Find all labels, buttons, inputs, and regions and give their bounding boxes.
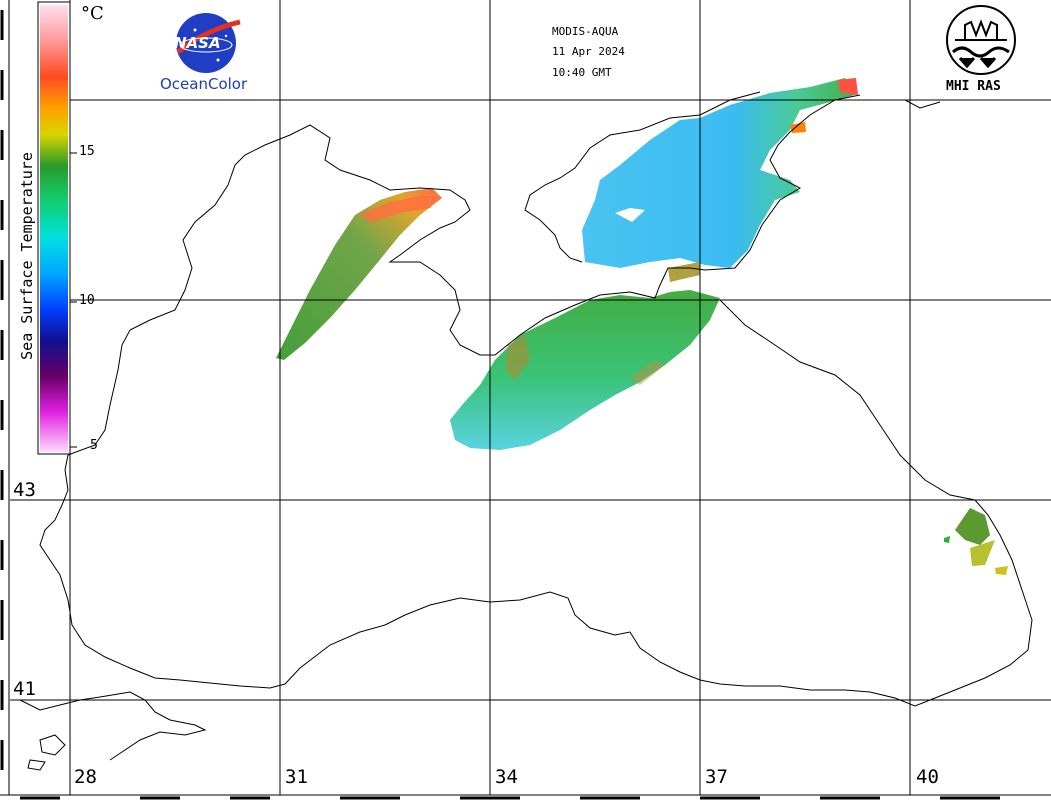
lon-label-28: 28 bbox=[74, 766, 97, 788]
nasa-wordmark: NASA bbox=[174, 34, 221, 52]
sst-patch-northwest bbox=[276, 188, 442, 360]
lon-label-40: 40 bbox=[916, 766, 939, 788]
sst-patch-east bbox=[955, 508, 990, 545]
sst-patch-azov bbox=[582, 78, 858, 268]
mhi-caption: MHI RAS bbox=[946, 79, 1001, 94]
date-label: 11 Apr 2024 bbox=[552, 45, 625, 58]
time-label: 10:40 GMT bbox=[552, 66, 612, 79]
oceancolor-caption: OceanColor bbox=[160, 75, 248, 93]
coastline bbox=[19, 91, 1033, 771]
scale-unit: °C bbox=[81, 3, 104, 24]
mhi-logo bbox=[946, 5, 1016, 75]
lat-label-43: 43 bbox=[13, 479, 36, 501]
scale-title: Sea Surface Temperature bbox=[18, 152, 36, 360]
graticule bbox=[10, 0, 1051, 795]
lon-label-31: 31 bbox=[285, 766, 308, 788]
lon-label-34: 34 bbox=[495, 766, 518, 788]
scale-tick-5: 5 bbox=[90, 438, 98, 453]
scale-tick-10: 10 bbox=[79, 293, 95, 308]
satellite-label: MODIS-AQUA bbox=[552, 25, 619, 38]
sst-data-layer bbox=[276, 78, 1008, 575]
nasa-logo bbox=[176, 13, 241, 73]
sst-patch-central bbox=[450, 290, 720, 450]
scale-tick-15: 15 bbox=[79, 144, 95, 159]
lon-label-37: 37 bbox=[705, 766, 728, 788]
lat-label-41: 41 bbox=[13, 678, 36, 700]
